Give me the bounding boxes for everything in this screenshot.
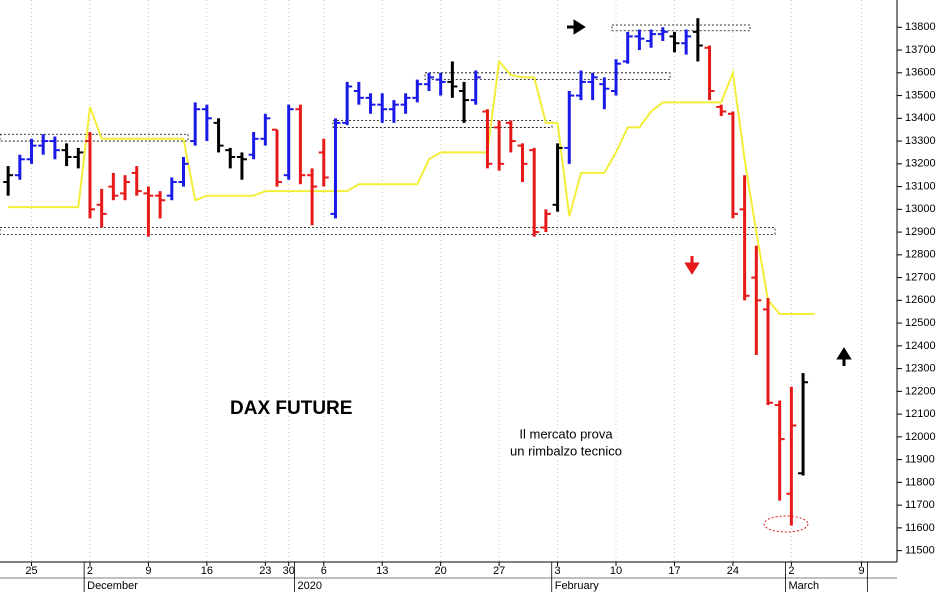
y-tick-label: 11900 xyxy=(905,454,935,466)
plot-area xyxy=(0,18,815,526)
y-tick-label: 12000 xyxy=(905,431,936,443)
x-tick-label: 17 xyxy=(668,565,680,577)
y-tick-label: 13800 xyxy=(905,21,936,33)
x-tick-label: 25 xyxy=(25,565,37,577)
y-tick-label: 13300 xyxy=(905,135,936,147)
y-tick-label: 12600 xyxy=(905,294,936,306)
y-tick-label: 12100 xyxy=(905,408,936,420)
support-zone xyxy=(611,24,751,32)
support-zone xyxy=(424,72,671,81)
y-tick-label: 13600 xyxy=(905,67,936,79)
month-label: 2020 xyxy=(298,580,322,592)
x-tick-label: 24 xyxy=(727,565,739,577)
annotation: un rimbalzo tecnico xyxy=(510,443,622,458)
arrow-down xyxy=(684,256,700,275)
support-zone xyxy=(332,120,553,128)
y-tick-label: 13100 xyxy=(905,180,936,192)
support-zone xyxy=(0,133,189,142)
y-tick-label: 11700 xyxy=(905,499,935,511)
x-tick-label: 9 xyxy=(858,565,864,577)
y-tick-label: 13500 xyxy=(905,89,936,101)
arrow-right xyxy=(567,19,586,35)
x-tick-label: 2 xyxy=(87,565,93,577)
annotation: Il mercato prova xyxy=(519,426,613,441)
y-tick-label: 11600 xyxy=(905,522,935,534)
y-tick-label: 13400 xyxy=(905,112,936,124)
x-tick-label: 13 xyxy=(376,565,388,577)
y-tick-label: 12300 xyxy=(905,363,936,375)
x-tick-label: 10 xyxy=(610,565,622,577)
x-tick-label: 27 xyxy=(493,565,505,577)
y-tick-label: 13700 xyxy=(905,44,936,56)
x-tick-label: 2 xyxy=(788,565,794,577)
y-tick-label: 13000 xyxy=(905,203,936,215)
y-tick-label: 13200 xyxy=(905,158,936,170)
y-tick-label: 11800 xyxy=(905,476,935,488)
x-tick-label: 23 xyxy=(259,565,271,577)
month-label: December xyxy=(87,580,138,592)
arrow-up xyxy=(836,347,852,366)
month-label: February xyxy=(555,580,600,592)
indicator-line xyxy=(8,59,815,315)
y-tick-label: 12700 xyxy=(905,271,936,283)
y-tick-label: 12800 xyxy=(905,249,936,261)
x-tick-label: 16 xyxy=(201,565,213,577)
x-tick-label: 3 xyxy=(555,565,561,577)
y-tick-label: 12400 xyxy=(905,340,936,352)
y-tick-label: 12900 xyxy=(905,226,936,238)
month-label: March xyxy=(789,580,820,592)
y-tick-label: 12200 xyxy=(905,385,936,397)
x-tick-label: 30 xyxy=(283,565,295,577)
y-tick-label: 12500 xyxy=(905,317,936,329)
grid-layer xyxy=(31,0,863,562)
x-tick-label: 9 xyxy=(145,565,151,577)
highlight-ellipse xyxy=(763,515,809,533)
x-tick-label: 6 xyxy=(321,565,327,577)
chart-title: DAX FUTURE xyxy=(230,398,352,419)
x-tick-label: 20 xyxy=(435,565,447,577)
support-zone xyxy=(0,227,776,235)
y-tick-label: 11500 xyxy=(905,545,935,557)
